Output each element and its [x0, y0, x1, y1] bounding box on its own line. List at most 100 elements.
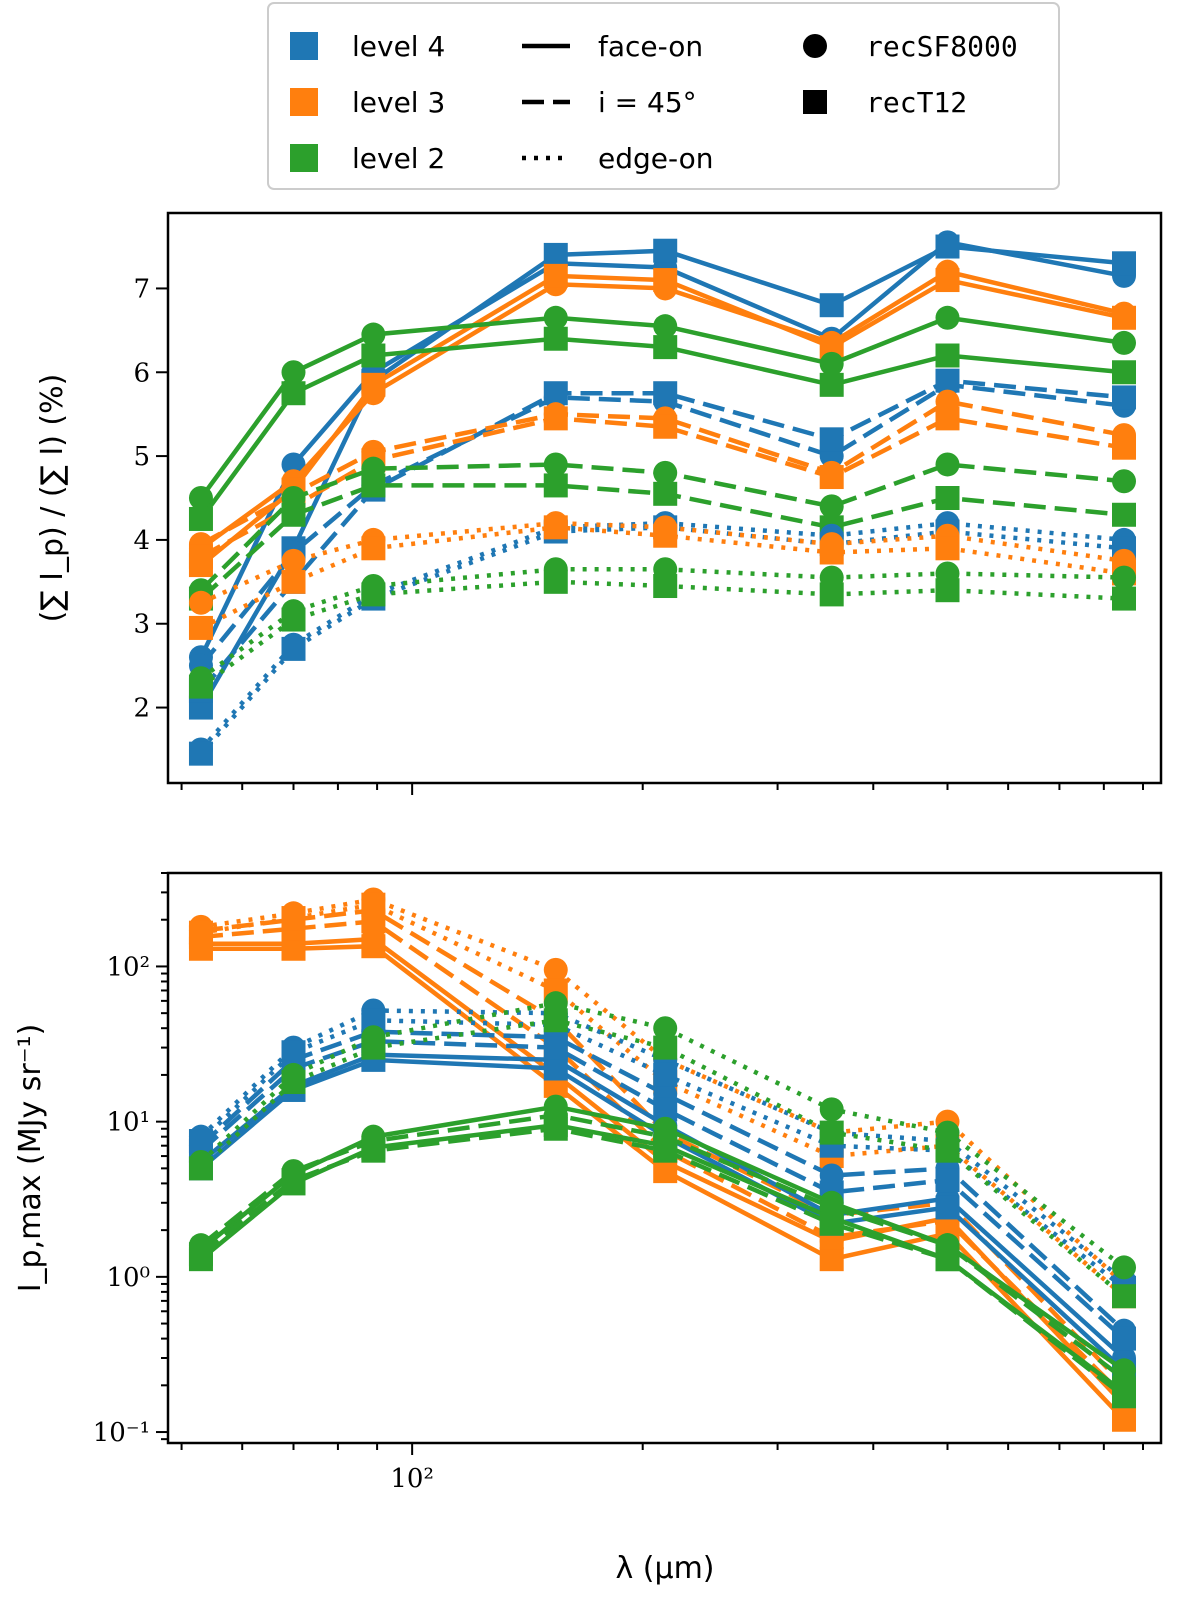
bottom-point-9-6 [935, 1168, 960, 1193]
bottom-series-line-15 [199, 1126, 1126, 1399]
bottom-point-17-7 [1112, 1284, 1137, 1309]
top-point-14-1 [281, 548, 306, 573]
top-point-5-5 [819, 372, 844, 397]
top-series-line-7 [199, 378, 1125, 693]
top-point-3-7 [1112, 305, 1137, 330]
bottom-point-7-3 [543, 1056, 568, 1081]
bottom-point-7-6 [935, 1195, 960, 1220]
top-point-4-7 [1112, 330, 1137, 355]
bottom-point-11-1 [281, 1040, 306, 1065]
bottom-point-15-5 [819, 1211, 844, 1236]
legend-frame [267, 2, 1060, 190]
bottom-point-9-3 [543, 1035, 568, 1060]
top-point-4-3 [543, 305, 568, 330]
bottom-point-17-2 [361, 1035, 386, 1060]
bottom-series-line-3 [200, 919, 1126, 1398]
top-point-17-2 [361, 582, 386, 607]
bottom-series-line-7 [199, 1057, 1126, 1372]
top-point-5-1 [281, 381, 306, 406]
top-series-line-6 [199, 382, 1125, 668]
bottom-panel: 10⁻¹ 10⁰ 10¹ 10² 10² I_p,max (MJy sr⁻¹) λ (μ… [13, 871, 1163, 1586]
bottom-x-tick-label: 10² [390, 1464, 434, 1494]
top-point-9-5 [819, 465, 844, 490]
bottom-plot-frame [166, 871, 1163, 1445]
top-point-5-4 [653, 335, 678, 360]
top-point-17-4 [653, 574, 678, 599]
legend-label-recSF8000: recSF8000 [866, 30, 1018, 63]
top-series-line-4 [199, 315, 1125, 500]
bottom-series-line-6 [199, 1052, 1126, 1360]
top-point-17-3 [543, 569, 568, 594]
legend-label-level-3: level 3 [352, 86, 445, 119]
top-point-1-7 [1112, 251, 1137, 276]
top-point-5-3 [543, 326, 568, 351]
bottom-point-1-7 [1112, 1407, 1137, 1432]
top-point-4-0 [188, 486, 213, 510]
legend-label-solid: face-on [598, 30, 703, 63]
bottom-point-16-7 [1112, 1255, 1137, 1280]
bottom-point-17-5 [819, 1120, 844, 1145]
bottom-point-17-6 [935, 1138, 960, 1163]
bottom-point-5-0 [188, 920, 213, 945]
top-point-10-6 [935, 452, 960, 477]
legend: level 4 level 3 level 2 face-on i = 45° edge… [267, 2, 1060, 190]
top-point-5-7 [1112, 360, 1137, 385]
legend-label-recT12: recT12 [866, 86, 967, 119]
top-point-4-2 [361, 322, 386, 347]
top-point-15-2 [361, 536, 386, 561]
top-point-1-3 [543, 242, 568, 267]
bottom-y-tick-label: 10⁰ [106, 1263, 150, 1293]
top-point-0-1 [281, 452, 306, 477]
top-point-7-3 [543, 381, 568, 406]
bottom-point-4-3 [543, 957, 568, 982]
top-point-10-4 [653, 460, 678, 485]
bottom-series-line-17 [199, 1018, 1126, 1298]
bottom-point-17-0 [188, 1156, 213, 1181]
bottom-y-tick-label: 10¹ [106, 1108, 150, 1138]
bottom-point-15-2 [361, 1138, 386, 1163]
top-point-3-6 [935, 268, 960, 293]
legend-marker-circle [803, 34, 827, 58]
bottom-series-line-2 [200, 907, 1126, 1387]
top-series-group [188, 230, 1137, 766]
top-point-15-5 [819, 540, 844, 565]
top-point-4-4 [653, 314, 678, 339]
top-point-9-0 [188, 544, 213, 569]
legend-label-level-4: level 4 [352, 30, 445, 63]
top-axes: 2 3 4 5 6 7 [133, 274, 1145, 795]
top-point-17-7 [1112, 586, 1137, 611]
top-series-line-15 [199, 525, 1125, 630]
x-axis-label: λ (μm) [615, 1551, 714, 1586]
top-point-7-7 [1112, 385, 1137, 410]
top-point-4-5 [819, 351, 844, 376]
top-point-1-6 [935, 234, 960, 259]
bottom-point-11-0 [188, 1129, 213, 1154]
top-point-15-0 [188, 615, 213, 640]
top-point-3-3 [543, 263, 568, 288]
legend-label-level-2: level 2 [352, 142, 445, 175]
bottom-point-16-6 [935, 1120, 960, 1145]
top-point-5-0 [188, 506, 213, 531]
top-series-line-8 [199, 399, 1125, 547]
top-point-3-2 [361, 372, 386, 397]
top-series-line-11 [199, 483, 1125, 601]
top-point-11-7 [1112, 502, 1137, 527]
top-point-9-4 [653, 414, 678, 439]
bottom-axes: 10⁻¹ 10⁰ 10¹ 10² 10² [93, 872, 1145, 1494]
top-series-line-9 [199, 416, 1125, 559]
top-y-tick-label: 3 [133, 610, 150, 640]
top-point-17-1 [281, 607, 306, 632]
top-series-line-2 [199, 269, 1125, 551]
top-panel: 2 3 4 5 6 7 (∑ I_p) / (∑ I) (%) [35, 211, 1163, 795]
top-point-11-4 [653, 481, 678, 506]
top-point-3-4 [653, 268, 678, 293]
top-point-15-6 [935, 536, 960, 561]
legend-marker-square [803, 90, 827, 114]
top-point-5-2 [361, 343, 386, 368]
top-point-11-2 [361, 473, 386, 498]
bottom-point-15-7 [1112, 1384, 1137, 1409]
top-point-17-0 [188, 674, 213, 699]
top-y-tick-label: 5 [133, 442, 150, 472]
bottom-point-16-4 [653, 1016, 678, 1041]
